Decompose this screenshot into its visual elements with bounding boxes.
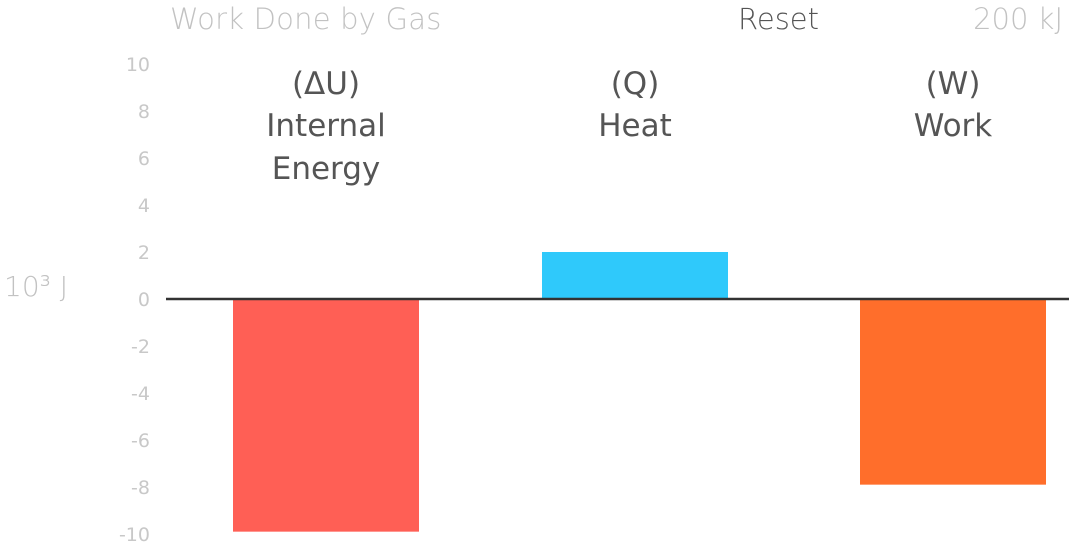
y-tick-label: 4 bbox=[138, 195, 150, 217]
bar bbox=[233, 299, 419, 532]
y-tick-label: -10 bbox=[119, 524, 150, 546]
y-tick-label: -4 bbox=[131, 383, 150, 405]
chart-title: Work Done by Gas bbox=[170, 2, 442, 36]
bar-symbol-label: (ΔU) bbox=[292, 66, 360, 102]
bar bbox=[542, 252, 728, 299]
bar-symbol-label: (W) bbox=[926, 66, 981, 102]
reset-button[interactable]: Reset bbox=[738, 2, 820, 36]
y-tick-label: 2 bbox=[138, 242, 150, 264]
bar-symbol-label: (Q) bbox=[611, 66, 660, 102]
bar-category-label: Heat bbox=[598, 108, 672, 144]
work-amount-readout: 200 kJ bbox=[973, 2, 1063, 36]
y-tick-label: -8 bbox=[131, 477, 150, 499]
bar-category-label: Internal bbox=[266, 108, 385, 144]
y-tick-label: -6 bbox=[131, 430, 150, 452]
y-tick-label: 6 bbox=[138, 148, 150, 170]
y-axis-unit-label: 10³ J bbox=[4, 270, 69, 303]
y-tick-label: 10 bbox=[126, 54, 150, 76]
y-tick-label: 8 bbox=[138, 101, 150, 123]
bar-category-label: Energy bbox=[272, 151, 381, 187]
bar-category-label: Work bbox=[914, 108, 993, 144]
top-bar: Work Done by Gas Reset 200 kJ bbox=[0, 0, 1069, 40]
y-tick-label: 0 bbox=[138, 289, 150, 311]
y-tick-label: -2 bbox=[131, 336, 150, 358]
bar bbox=[860, 299, 1046, 485]
